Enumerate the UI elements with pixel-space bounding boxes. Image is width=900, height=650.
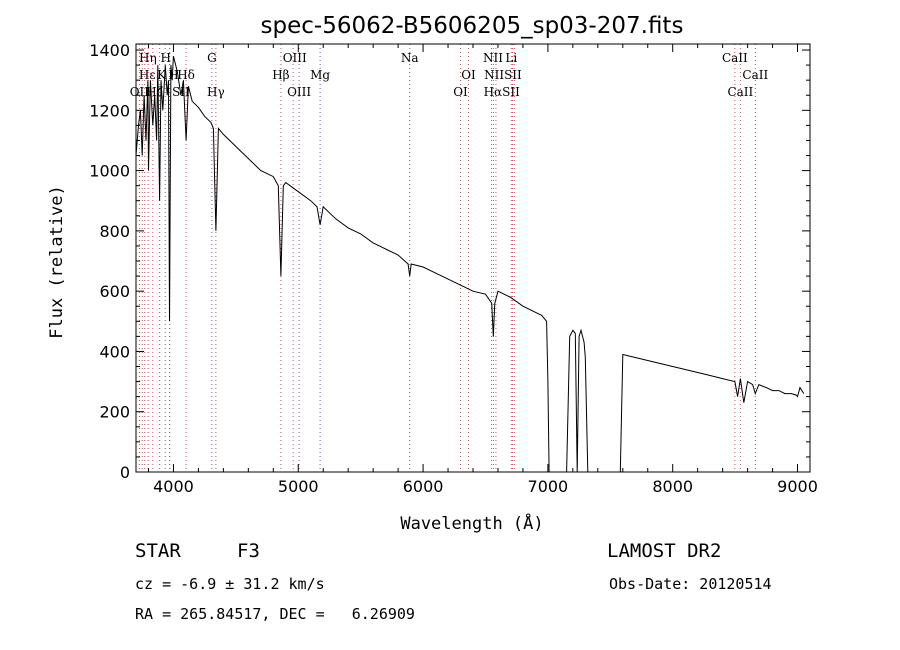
line-label: Mg	[310, 68, 330, 82]
x-axis-label: Wavelength (Å)	[400, 512, 543, 534]
line-label: HαSII	[484, 85, 521, 99]
line-label: OII	[130, 85, 150, 99]
line-label: H	[168, 68, 178, 82]
line-label: Hη	[139, 51, 157, 65]
x-tick-label: 7000	[528, 477, 569, 496]
y-tick-label: 1200	[89, 101, 130, 120]
line-label: Hε	[139, 68, 156, 82]
y-tick-label: 0	[120, 463, 130, 482]
chart-title: spec-56062-B5606205_sp03-207.fits	[261, 13, 684, 39]
line-label: H	[160, 51, 170, 65]
y-tick-label: 400	[99, 342, 130, 361]
line-label: OIII	[283, 51, 307, 65]
survey-name: LAMOST DR2	[607, 540, 722, 562]
line-label: NIISII	[484, 68, 522, 82]
x-tick-label: 4000	[153, 477, 194, 496]
object-subclass: F3	[237, 540, 260, 562]
line-label: SII	[172, 85, 190, 99]
line-label: OI	[453, 85, 468, 99]
line-label: Hδ	[177, 68, 195, 82]
line-label: Hβ	[272, 68, 289, 82]
x-tick-label: 5000	[278, 477, 319, 496]
line-label: OIII	[287, 85, 311, 99]
line-label: Na	[401, 51, 419, 65]
line-label: K	[157, 68, 167, 82]
redshift-velocity: cz = -6.9 ± 31.2 km/s	[135, 575, 325, 593]
y-tick-label: 1000	[89, 162, 130, 181]
line-label: Hγ	[207, 85, 225, 99]
axis-ticks: 4000 5000 6000 7000 8000 9000 0 200 400 600 800 100…	[89, 41, 818, 496]
object-class: STAR	[135, 540, 181, 562]
line-label: CaII	[742, 68, 768, 82]
y-tick-label: 600	[99, 282, 130, 301]
x-tick-label: 6000	[403, 477, 444, 496]
y-axis-label: Flux (relative)	[47, 185, 67, 339]
line-label: Hζ	[146, 85, 163, 99]
coordinates: RA = 265.84517, DEC = 6.26909	[135, 605, 415, 623]
y-tick-label: 1400	[89, 41, 130, 60]
y-tick-label: 200	[99, 403, 130, 422]
observation-date: Obs-Date: 20120514	[609, 575, 772, 593]
x-tick-label: 8000	[652, 477, 693, 496]
line-label: CaII	[727, 85, 753, 99]
y-tick-label: 800	[99, 222, 130, 241]
line-label: OI	[461, 68, 476, 82]
spectrum-line	[135, 55, 805, 473]
line-markers	[138, 44, 756, 472]
line-label: Li	[505, 51, 517, 65]
line-label: NII	[483, 51, 503, 65]
x-tick-label: 9000	[777, 477, 818, 496]
plot-frame	[135, 43, 811, 473]
line-label: G	[207, 51, 217, 65]
line-label: CaII	[722, 51, 748, 65]
